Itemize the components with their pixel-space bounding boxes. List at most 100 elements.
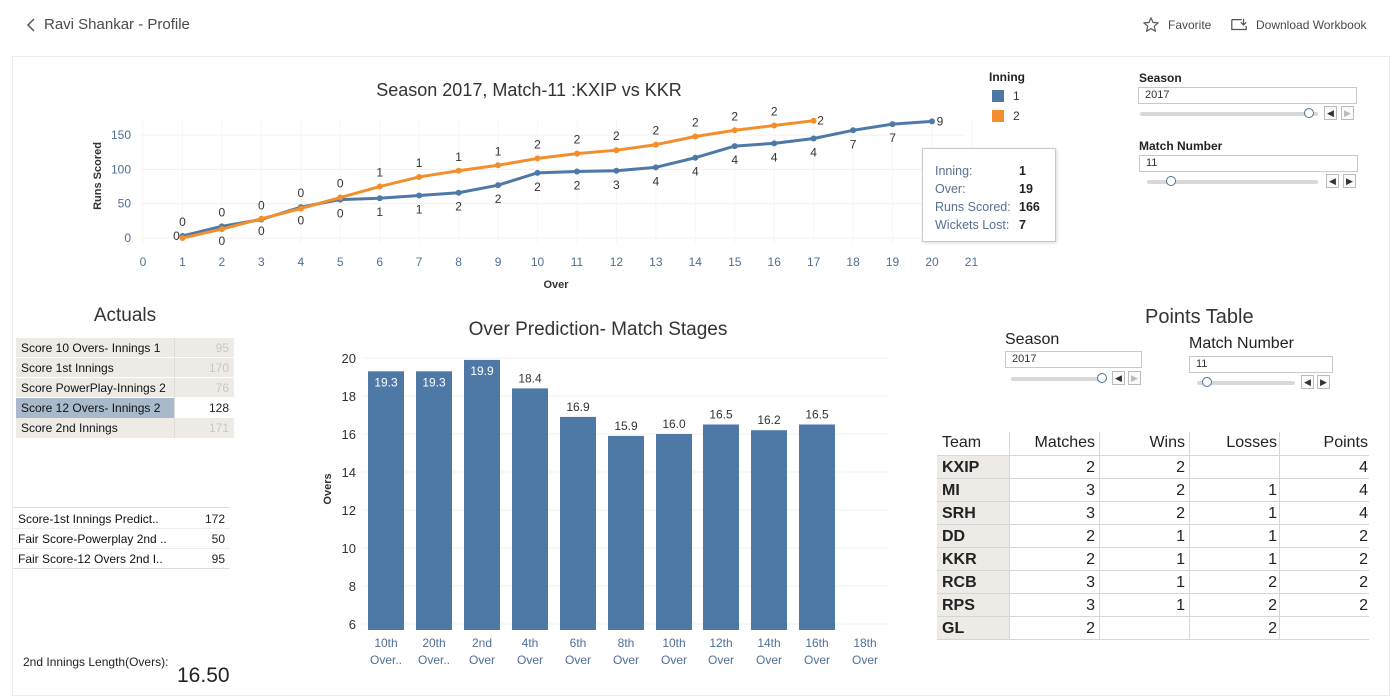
points-match-slider[interactable] <box>1197 377 1295 387</box>
match-slider[interactable] <box>1147 176 1318 186</box>
points-match-prev-button[interactable]: ◀ <box>1301 375 1314 389</box>
data-point[interactable] <box>573 168 580 175</box>
data-point[interactable] <box>218 226 225 233</box>
data-point[interactable] <box>416 173 423 180</box>
data-point[interactable] <box>731 127 738 134</box>
legend-item-inning-1[interactable]: 1 <box>992 89 1020 103</box>
data-point[interactable] <box>771 122 778 129</box>
bar-value-label: 16.5 <box>709 408 733 422</box>
data-point[interactable] <box>652 141 659 148</box>
match-next-button[interactable]: ▶ <box>1343 174 1356 188</box>
data-point[interactable] <box>376 183 383 190</box>
data-point[interactable] <box>376 195 383 202</box>
point-label: 4 <box>692 165 699 179</box>
team-name[interactable]: KXIP <box>942 459 980 476</box>
x-tick-label: 14th <box>757 636 780 650</box>
table-row[interactable]: Score PowerPlay-Innings 2 76 <box>16 378 234 398</box>
points-season-prev-button[interactable]: ◀ <box>1112 371 1125 385</box>
data-point[interactable] <box>613 167 620 174</box>
match-prev-button[interactable]: ◀ <box>1326 174 1339 188</box>
series-line-inning-1[interactable] <box>182 119 933 238</box>
x-tick-label: 5 <box>337 255 344 269</box>
column-header[interactable]: Points <box>1323 434 1368 451</box>
data-point[interactable] <box>258 215 265 222</box>
data-point[interactable] <box>929 118 935 125</box>
table-row[interactable]: Score 1st Innings 170 <box>16 358 234 378</box>
data-point[interactable] <box>731 143 738 150</box>
x-tick-label: 18th <box>853 636 876 650</box>
data-point[interactable] <box>810 117 817 124</box>
data-point[interactable] <box>573 150 580 157</box>
data-point[interactable] <box>416 192 423 199</box>
column-header[interactable]: Matches <box>1034 434 1095 451</box>
season-prev-button[interactable]: ◀ <box>1324 106 1337 120</box>
data-point[interactable] <box>337 194 344 201</box>
team-name[interactable]: DD <box>942 528 966 545</box>
bar[interactable] <box>416 371 452 630</box>
points-season-input[interactable]: 2017 <box>1005 351 1142 368</box>
bar[interactable] <box>751 430 787 630</box>
x-tick-label: 19 <box>886 255 900 269</box>
data-point[interactable] <box>297 205 304 212</box>
table-row[interactable]: Fair Score-Powerplay 2nd .. 50 <box>13 529 230 549</box>
match-filter-input[interactable]: 11 <box>1139 155 1358 172</box>
data-point[interactable] <box>771 140 778 147</box>
season-slider-knob[interactable] <box>1304 108 1315 118</box>
data-point[interactable] <box>455 167 462 174</box>
bar[interactable] <box>703 424 739 631</box>
bar[interactable] <box>608 435 644 630</box>
data-point[interactable] <box>652 164 659 171</box>
team-name[interactable]: MI <box>942 482 960 499</box>
column-header[interactable]: Losses <box>1226 434 1277 451</box>
data-point[interactable] <box>692 154 699 161</box>
team-name[interactable]: RPS <box>942 597 975 614</box>
team-name[interactable]: RCB <box>942 574 977 591</box>
table-row-selected[interactable]: Score 12 Overs- Innings 2 128 <box>16 398 234 418</box>
x-tick-label: 8 <box>455 255 462 269</box>
back-link[interactable]: Ravi Shankar - Profile <box>26 16 190 33</box>
bar[interactable] <box>560 416 596 630</box>
match-slider-knob[interactable] <box>1165 176 1176 186</box>
download-workbook-button[interactable]: Download Workbook <box>1230 16 1367 34</box>
team-name[interactable]: KKR <box>942 551 977 568</box>
table-row[interactable]: Fair Score-12 Overs 2nd I.. 95 <box>13 549 230 569</box>
bar[interactable] <box>799 424 835 631</box>
points-match-slider-knob[interactable] <box>1201 377 1212 387</box>
points-season-slider[interactable] <box>1011 373 1108 383</box>
points-match-next-button[interactable]: ▶ <box>1317 375 1330 389</box>
data-point[interactable] <box>810 135 817 142</box>
table-row[interactable]: Score-1st Innings Predict.. 172 <box>13 509 230 529</box>
point-label: 2 <box>574 178 581 192</box>
data-point[interactable] <box>179 235 186 241</box>
points-season-slider-knob[interactable] <box>1097 373 1108 383</box>
points-season-next-button[interactable]: ▶ <box>1128 371 1141 385</box>
column-header[interactable]: Wins <box>1149 434 1185 451</box>
data-point[interactable] <box>534 155 541 162</box>
points-match-input[interactable]: 11 <box>1189 356 1333 373</box>
data-point[interactable] <box>495 162 502 169</box>
team-name[interactable]: GL <box>942 620 965 637</box>
bar[interactable] <box>368 371 404 630</box>
bar[interactable] <box>464 359 500 630</box>
data-point[interactable] <box>534 169 541 176</box>
data-point[interactable] <box>613 147 620 154</box>
legend-item-inning-2[interactable]: 2 <box>992 109 1020 123</box>
data-point[interactable] <box>495 182 502 189</box>
team-name[interactable]: SRH <box>942 505 976 522</box>
data-point[interactable] <box>692 133 699 140</box>
dashboard-frame <box>12 56 1390 696</box>
table-row[interactable]: Score 2nd Innings 171 <box>16 418 234 438</box>
favorite-button[interactable]: Favorite <box>1142 16 1211 34</box>
bar[interactable] <box>656 434 692 630</box>
season-slider[interactable] <box>1140 108 1318 118</box>
x-tick-label: 10th <box>662 636 685 650</box>
season-next-button[interactable]: ▶ <box>1341 106 1354 120</box>
column-header[interactable]: Team <box>942 434 982 451</box>
data-point[interactable] <box>850 127 857 134</box>
table-row[interactable]: Score 10 Overs- Innings 1 95 <box>16 338 234 358</box>
data-point[interactable] <box>889 121 896 128</box>
season-filter-input[interactable]: 2017 <box>1138 87 1357 104</box>
data-point[interactable] <box>455 189 462 196</box>
favorite-label: Favorite <box>1168 18 1212 32</box>
bar[interactable] <box>512 388 548 630</box>
